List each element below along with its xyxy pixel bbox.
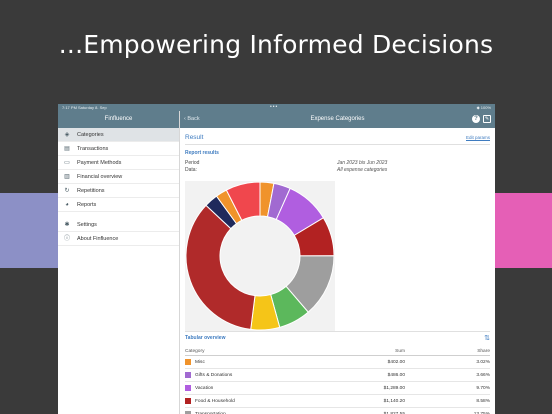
category-color-swatch — [185, 411, 191, 414]
column-header-sum: Sum — [395, 348, 405, 354]
table-row[interactable]: Transportation $1,827.55 13.75% — [185, 408, 490, 414]
data-label: Data: — [185, 167, 197, 173]
info-icon: ⓘ — [64, 235, 71, 242]
sidebar-item-repetitions[interactable]: ↻ Repetitions — [58, 184, 179, 198]
decorative-band-right — [494, 193, 552, 268]
table-row[interactable]: Food & Household $1,140.20 8.58% — [185, 395, 490, 408]
sidebar-item-financial-overview[interactable]: ▥ Financial overview — [58, 170, 179, 184]
sum-cell: $486.00 — [387, 372, 405, 378]
tabular-overview-heading: Tabular overview — [185, 335, 226, 341]
repeat-icon: ↻ — [64, 187, 70, 194]
list-icon: ▤ — [64, 145, 70, 152]
category-name: Transportation — [195, 411, 226, 414]
battery-indicator: ◆ 100% — [476, 105, 491, 110]
sum-cell: $402.00 — [387, 359, 405, 365]
category-cell: Misc — [185, 359, 315, 365]
category-name: Misc — [195, 359, 205, 365]
sidebar-item-label: About Finfluence — [77, 235, 119, 242]
donut-chart — [185, 181, 335, 331]
sidebar-menu: ◈ Categories ▤ Transactions ▭ Payment Methods… — [58, 128, 179, 212]
category-color-swatch — [185, 385, 191, 391]
data-value: All expense categories — [337, 167, 388, 173]
sidebar-item-label: Transactions — [77, 145, 109, 152]
period-value: Jan 2023 bis Jun 2023 — [337, 160, 388, 166]
divider — [185, 331, 490, 332]
sum-cell: $1,827.55 — [383, 411, 405, 414]
sidebar-item-label: Categories — [77, 131, 104, 138]
share-cell: 3.02% — [476, 359, 490, 365]
table-row[interactable]: Vacation $1,289.00 9.70% — [185, 382, 490, 395]
sidebar-item-label: Payment Methods — [77, 159, 122, 166]
decorative-band-left — [0, 193, 60, 268]
category-name: Food & Household — [195, 398, 235, 404]
category-name: Gifts & Donations — [195, 372, 233, 378]
donut-chart-container — [185, 181, 335, 331]
category-color-swatch — [185, 359, 191, 365]
gear-icon: ✱ — [64, 221, 70, 228]
report-results-heading: Report results — [185, 150, 219, 156]
share-cell: 3.66% — [476, 372, 490, 378]
table-header: Category Sum Share — [185, 347, 490, 356]
category-cell: Gifts & Donations — [185, 372, 315, 378]
sidebar-item-label: Settings — [77, 221, 97, 228]
share-cell: 8.58% — [476, 398, 490, 404]
sidebar-item-label: Financial overview — [77, 173, 123, 180]
edit-icon[interactable]: ✎ — [483, 115, 491, 123]
category-cell: Vacation — [185, 385, 315, 391]
sidebar-item-label: Reports — [77, 201, 97, 208]
share-cell: 13.75% — [473, 411, 490, 414]
help-icon[interactable]: ? — [472, 115, 480, 123]
category-name: Vacation — [195, 385, 214, 391]
bar-chart-icon: ▥ — [64, 173, 70, 180]
sum-cell: $1,140.20 — [383, 398, 405, 404]
page-title: Expense Categories — [310, 116, 365, 122]
marketing-headline: ...Empowering Informed Decisions — [58, 30, 494, 59]
category-cell: Transportation — [185, 411, 315, 414]
share-cell: 9.70% — [476, 385, 490, 391]
table-row[interactable]: Gifts & Donations $486.00 3.66% — [185, 369, 490, 382]
donut-slice-7[interactable] — [185, 204, 256, 330]
sidebar-item-about-finfluence[interactable]: ⓘ About Finfluence — [58, 232, 179, 246]
category-color-swatch — [185, 372, 191, 378]
pie-chart-icon: ◕ — [65, 201, 69, 208]
edit-params-link[interactable]: Edit params — [465, 135, 490, 140]
result-heading: Result — [185, 134, 204, 141]
sidebar-item-payment-methods[interactable]: ▭ Payment Methods — [58, 156, 179, 170]
sidebar-item-categories[interactable]: ◈ Categories — [58, 128, 179, 142]
sidebar-item-label: Repetitions — [77, 187, 105, 194]
main-content: ‹ Back Expense Categories ? ✎ Result Edi… — [180, 111, 495, 414]
tag-icon: ◈ — [64, 131, 70, 138]
card-icon: ▭ — [64, 159, 70, 166]
category-cell: Food & Household — [185, 398, 315, 404]
donut-slice-10[interactable] — [225, 181, 261, 222]
category-table: Category Sum Share Misc $402.00 3.02% Gifts… — [185, 347, 490, 414]
sidebar: Finfluence ◈ Categories ▤ Transactions ▭ Paym… — [58, 111, 180, 414]
sidebar-item-reports[interactable]: ◕ Reports — [58, 198, 179, 212]
sidebar-item-settings[interactable]: ✱ Settings — [58, 218, 179, 232]
sidebar-menu-secondary: ✱ Settings ⓘ About Finfluence — [58, 218, 179, 246]
category-color-swatch — [185, 398, 191, 404]
period-label: Period — [185, 160, 200, 166]
column-header-share: Share — [477, 348, 490, 354]
sort-icon[interactable]: ⇅ — [484, 335, 490, 342]
sidebar-title: Finfluence — [58, 111, 179, 128]
multitask-dots-icon[interactable]: ••• — [270, 104, 279, 110]
status-time: 7:17 PM Saturday 8. Sep — [62, 105, 107, 110]
divider — [185, 144, 490, 145]
tablet-screen: 7:17 PM Saturday 8. Sep ••• ◆ 100% Finfl… — [58, 104, 495, 414]
back-button[interactable]: ‹ Back — [184, 116, 200, 122]
navigation-bar: ‹ Back Expense Categories ? ✎ — [180, 111, 495, 128]
table-row[interactable]: Misc $402.00 3.02% — [185, 356, 490, 369]
column-header-category: Category — [185, 348, 205, 354]
sum-cell: $1,289.00 — [383, 385, 405, 391]
sidebar-item-transactions[interactable]: ▤ Transactions — [58, 142, 179, 156]
status-bar: 7:17 PM Saturday 8. Sep ••• ◆ 100% — [58, 104, 495, 111]
